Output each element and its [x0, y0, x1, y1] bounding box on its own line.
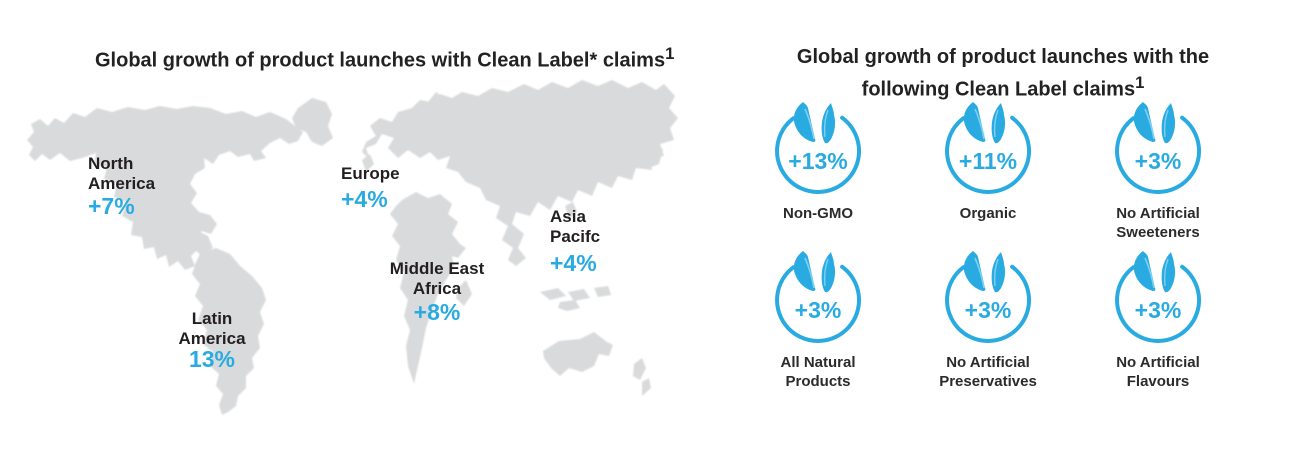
- svg-text:+13%: +13%: [788, 148, 847, 174]
- svg-text:+3%: +3%: [1135, 297, 1182, 323]
- svg-text:+3%: +3%: [965, 297, 1012, 323]
- svg-text:+3%: +3%: [1135, 148, 1182, 174]
- svg-text:+11%: +11%: [959, 148, 1017, 174]
- svg-text:+3%: +3%: [795, 297, 842, 323]
